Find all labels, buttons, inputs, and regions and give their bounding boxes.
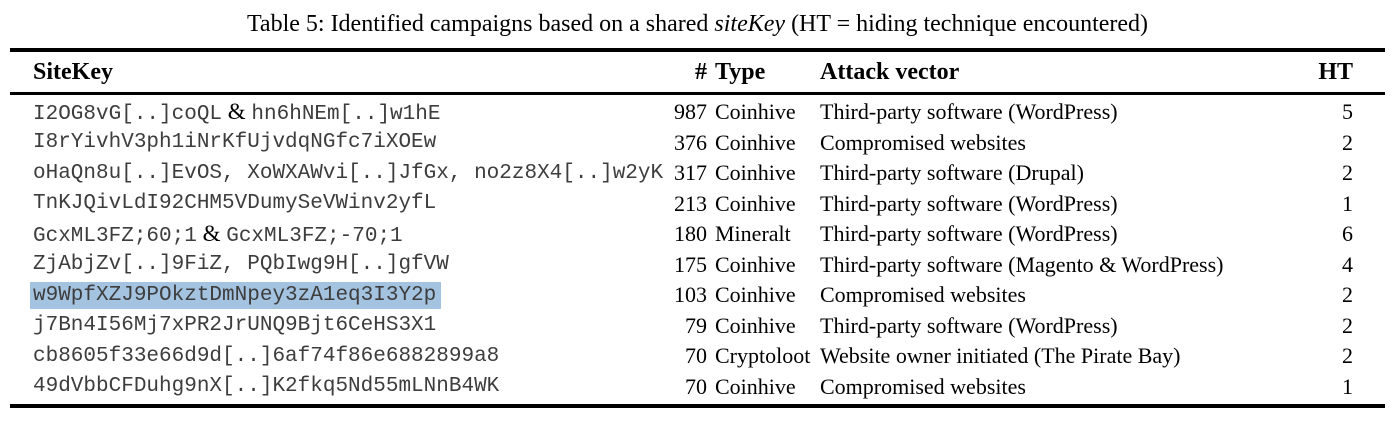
cell-ht: 6 [1342, 221, 1353, 247]
cell-attack-vector: Website owner initiated (The Pirate Bay) [820, 343, 1181, 369]
caption-prefix: Table 5: Identified campaigns based on a… [246, 11, 715, 37]
cell-count: 213 [674, 190, 707, 216]
cell-ht: 2 [1342, 343, 1353, 369]
cell-sitekey: j7Bn4I56Mj7xPR2JrUNQ9Bjt6CeHS3X1 [33, 314, 437, 338]
cell-type: Mineralt [715, 221, 791, 247]
table-row: oHaQn8u[..]EvOS, XoWXAWvi[..]JfGx, no2z8… [10, 158, 1385, 189]
table-row: cb8605f33e66d9d[..]6af74f86e6882899a8 70 C… [10, 341, 1385, 372]
table-row: 49dVbbCFDuhg9nX[..]K2fkq5Nd55mLNnB4WK 70 C… [10, 372, 1385, 403]
campaigns-table: SiteKey # Type Attack vector HT I2OG8vG[… [10, 48, 1385, 408]
cell-sitekey: w9WpfXZJ9POkztDmNpey3zA1eq3I3Y2p [30, 281, 655, 309]
cell-type: Coinhive [715, 99, 796, 125]
ampersand-glyph: & [196, 220, 227, 246]
cell-count: 317 [674, 160, 707, 186]
table-body: I2OG8vG[..]coQL & hn6hNEm[..]w1hE 987 Coin… [10, 95, 1385, 404]
cell-type: Coinhive [715, 373, 796, 399]
ampersand-glyph: & [222, 98, 252, 124]
column-header-type: Type [715, 58, 766, 85]
table-row: I8rYivhV3ph1iNrKfUjvdqNGfc7iXOEw 376 Coinh… [10, 128, 1385, 159]
cell-ht: 4 [1342, 251, 1353, 277]
cell-type: Cryptoloot [715, 343, 811, 369]
table-header-row: SiteKey # Type Attack vector HT [10, 52, 1385, 95]
caption-italic-term: siteKey [714, 11, 786, 37]
column-header-ht: HT [1318, 58, 1353, 85]
column-header-attack-vector: Attack vector [820, 58, 960, 85]
cell-type: Coinhive [715, 251, 796, 277]
cell-sitekey: oHaQn8u[..]EvOS, XoWXAWvi[..]JfGx, no2z8… [33, 161, 664, 185]
cell-count: 175 [674, 251, 707, 277]
cell-attack-vector: Third-party software (Drupal) [820, 160, 1084, 186]
cell-ht: 2 [1342, 160, 1353, 186]
cell-sitekey: TnKJQivLdI92CHM5VDumySeVWinv2yfL [33, 192, 437, 216]
table-row: GcxML3FZ;60;1 & GcxML3FZ;-70;1 180 Mineral… [10, 219, 1385, 250]
column-header-count: # [695, 58, 707, 85]
cell-attack-vector: Compromised websites [820, 129, 1026, 155]
cell-ht: 2 [1342, 312, 1353, 338]
cell-ht: 1 [1342, 190, 1353, 216]
cell-count: 79 [685, 312, 707, 338]
cell-count: 70 [685, 343, 707, 369]
table-row: I2OG8vG[..]coQL & hn6hNEm[..]w1hE 987 Coin… [10, 97, 1385, 128]
cell-count: 180 [674, 221, 707, 247]
cell-attack-vector: Compromised websites [820, 373, 1026, 399]
cell-type: Coinhive [715, 160, 796, 186]
cell-type: Coinhive [715, 129, 796, 155]
cell-count: 103 [674, 282, 707, 308]
caption-suffix: (HT = hiding technique encountered) [785, 11, 1149, 37]
table-row: ZjAbjZv[..]9FiZ, PQbIwg9H[..]gfVW 175 Coin… [10, 250, 1385, 281]
cell-attack-vector: Third-party software (WordPress) [820, 99, 1118, 125]
cell-type: Coinhive [715, 312, 796, 338]
table-row: TnKJQivLdI92CHM5VDumySeVWinv2yfL 213 Coinh… [10, 189, 1385, 220]
cell-sitekey: I2OG8vG[..]coQL & hn6hNEm[..]w1hE [33, 98, 441, 126]
table-row: j7Bn4I56Mj7xPR2JrUNQ9Bjt6CeHS3X1 79 Coinhi… [10, 311, 1385, 342]
cell-sitekey: GcxML3FZ;60;1 & GcxML3FZ;-70;1 [33, 220, 403, 248]
cell-ht: 5 [1342, 99, 1353, 125]
cell-count: 376 [674, 129, 707, 155]
cell-ht: 1 [1342, 373, 1353, 399]
cell-attack-vector: Third-party software (WordPress) [820, 312, 1118, 338]
table-caption: Table 5: Identified campaigns based on a… [0, 8, 1395, 40]
cell-count: 70 [685, 373, 707, 399]
cell-sitekey: I8rYivhV3ph1iNrKfUjvdqNGfc7iXOEw [33, 131, 437, 155]
cell-attack-vector: Third-party software (WordPress) [820, 190, 1118, 216]
cell-ht: 2 [1342, 129, 1353, 155]
cell-ht: 2 [1342, 282, 1353, 308]
cell-type: Coinhive [715, 282, 796, 308]
cell-sitekey: 49dVbbCFDuhg9nX[..]K2fkq5Nd55mLNnB4WK [33, 375, 500, 399]
highlighted-sitekey: w9WpfXZJ9POkztDmNpey3zA1eq3I3Y2p [30, 281, 442, 309]
cell-sitekey: cb8605f33e66d9d[..]6af74f86e6882899a8 [33, 344, 500, 368]
cell-attack-vector: Compromised websites [820, 282, 1026, 308]
cell-attack-vector: Third-party software (WordPress) [820, 221, 1118, 247]
cell-count: 987 [674, 99, 707, 125]
table-row: w9WpfXZJ9POkztDmNpey3zA1eq3I3Y2p 103 Coinh… [10, 280, 1385, 311]
column-header-sitekey: SiteKey [33, 58, 113, 85]
cell-attack-vector: Third-party software (Magento & WordPres… [820, 251, 1224, 277]
cell-sitekey: ZjAbjZv[..]9FiZ, PQbIwg9H[..]gfVW [33, 253, 449, 277]
cell-type: Coinhive [715, 190, 796, 216]
